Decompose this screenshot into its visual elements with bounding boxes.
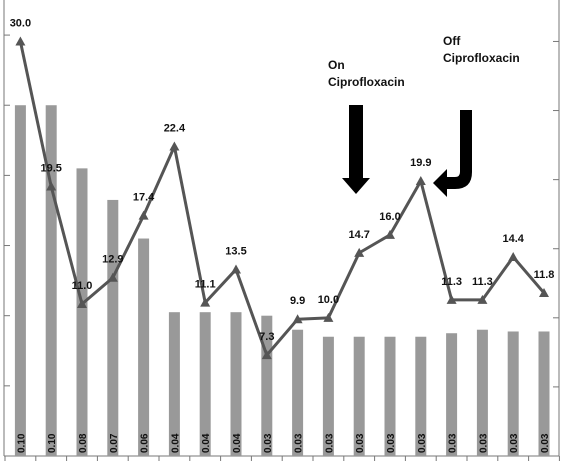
bar-value-label: 0.04 (232, 433, 243, 453)
series-line (18, 41, 546, 357)
point-value-label: 14.7 (348, 229, 369, 241)
point-value-label: 11.8 (534, 269, 555, 281)
triangle-marker (385, 229, 395, 239)
triangle-marker (46, 181, 57, 191)
annotation-on-line1: On (328, 58, 345, 72)
bar-value-label: 0.03 (448, 433, 459, 453)
bar-labels: 0.10 0.10 0.08 0.07 0.06 0.04 0.04 0.04 0.03 0.03… (16, 433, 551, 453)
bar-value-label: 0.03 (294, 433, 305, 453)
bar-value-label: 0.03 (263, 433, 274, 453)
bar-value-label: 0.10 (47, 433, 58, 453)
annotation-on-line2: Ciprofloxacin (328, 75, 405, 89)
bar-value-label: 0.08 (78, 433, 89, 453)
bar (353, 336, 365, 456)
bar-value-label: 0.06 (140, 433, 151, 453)
bar (14, 105, 26, 456)
triangle-marker (354, 247, 365, 257)
bar (476, 329, 488, 456)
triangle-marker (292, 314, 303, 324)
bar-value-label: 0.03 (355, 433, 366, 453)
point-value-label: 11.3 (441, 276, 462, 288)
hook-arrow-icon (433, 110, 472, 197)
bar-value-label: 0.03 (324, 433, 335, 453)
point-value-label: 22.4 (164, 122, 186, 134)
bar-value-label: 0.04 (170, 433, 181, 453)
axes (3, 0, 560, 461)
point-value-label: 13.5 (225, 245, 246, 257)
bar (507, 331, 519, 456)
annotation-off-line2: Ciprofloxacin (443, 51, 520, 65)
point-value-label: 11.0 (72, 280, 93, 292)
point-value-label: 14.4 (502, 233, 524, 245)
bar (384, 336, 396, 456)
bar-value-label: 0.03 (540, 433, 551, 453)
triangle-marker (200, 297, 211, 307)
point-value-label: 30.0 (10, 17, 31, 29)
bar (538, 331, 550, 456)
down-arrow-icon (342, 105, 370, 194)
bar (230, 312, 242, 456)
bar (199, 312, 211, 456)
triangle-marker (508, 252, 519, 262)
point-value-label: 12.9 (102, 254, 123, 266)
triangle-marker (539, 287, 549, 297)
point-value-label: 10.0 (318, 294, 339, 306)
annotation-off-line1: Off (443, 34, 461, 48)
bar (292, 329, 304, 456)
triangle-marker (231, 264, 241, 274)
triangle-marker (446, 294, 457, 304)
triangle-marker (415, 176, 426, 186)
point-value-label: 19.5 (40, 163, 61, 175)
triangle-marker (323, 312, 334, 322)
bar-value-label: 0.03 (417, 433, 428, 453)
bar (138, 238, 150, 456)
bar (168, 312, 180, 456)
point-value-label: 7.3 (259, 331, 274, 343)
bar (261, 315, 273, 456)
triangle-marker (77, 299, 87, 308)
bars (14, 105, 550, 456)
triangle-marker (15, 36, 26, 46)
annotations: On Ciprofloxacin Off Ciprofloxacin (328, 34, 520, 197)
point-value-label: 17.4 (133, 192, 155, 204)
triangle-marker (107, 272, 118, 282)
triangle-marker (169, 141, 180, 151)
point-value-label: 11.3 (472, 276, 493, 288)
bar-value-label: 0.03 (509, 433, 520, 453)
triangle-marker (138, 210, 149, 220)
bar-value-label: 0.03 (386, 433, 397, 453)
point-value-label: 9.9 (290, 295, 305, 307)
bar-value-label: 0.07 (109, 433, 120, 453)
point-value-label: 16.0 (379, 211, 400, 223)
point-value-label: 19.9 (410, 157, 431, 169)
bar (415, 336, 427, 456)
bar (322, 336, 334, 456)
bar (76, 168, 88, 456)
line-series (15, 36, 549, 360)
triangle-marker (477, 294, 488, 304)
bar (45, 105, 57, 456)
triangle-marker (261, 350, 272, 360)
bar (446, 333, 458, 456)
point-labels: 30.0 19.5 11.0 12.9 17.4 22.4 11.1 13.5 7.3 9.9 10… (10, 17, 555, 343)
bar (107, 199, 119, 456)
bar-value-label: 0.04 (201, 433, 212, 453)
bar-value-label: 0.10 (16, 433, 27, 453)
bar-value-label: 0.03 (478, 433, 489, 453)
point-value-label: 11.1 (195, 279, 216, 291)
